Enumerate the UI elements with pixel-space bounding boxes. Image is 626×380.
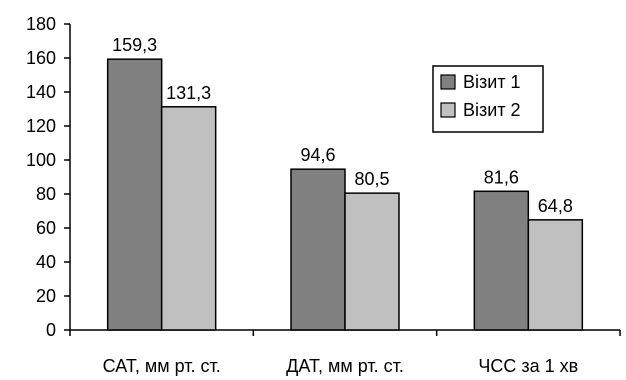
bars [106,58,584,331]
data-label: 159,3 [112,35,157,55]
y-tick-label: 40 [36,252,56,272]
x-category-label: ДАТ, мм рт. ст. [286,356,404,376]
y-tick-label: 60 [36,218,56,238]
legend-swatch [440,102,456,118]
y-tick-label: 180 [26,14,56,34]
legend-swatch [440,74,456,90]
legend-label: Візит 1 [463,72,521,92]
bar [290,168,346,331]
y-tick-label: 80 [36,184,56,204]
bar [344,192,400,331]
data-label: 81,6 [484,167,519,187]
x-category-label: САТ, мм рт. ст. [103,356,221,376]
data-label: 80,5 [354,169,389,189]
y-axis: 0 20 40 60 80 100 120 140 160 180 [26,14,71,340]
bar [106,58,163,331]
y-tick-label: 120 [26,116,56,136]
legend: Візит 1 Візит 2 [432,65,544,133]
y-tick-label: 140 [26,82,56,102]
bar [160,106,217,331]
x-category-label: ЧСС за 1 хв [478,356,578,376]
y-tick-label: 160 [26,48,56,68]
y-tick-label: 100 [26,150,56,170]
legend-label: Візит 2 [463,100,521,120]
data-label: 94,6 [300,145,335,165]
data-label: 131,3 [166,83,211,103]
data-label: 64,8 [538,196,573,216]
y-tick-label: 20 [36,286,56,306]
data-labels: 159,3 131,3 94,6 80,5 81,6 64,8 [112,35,573,216]
y-tick-label: 0 [46,320,56,340]
bar [527,219,584,331]
bar [473,190,530,331]
x-axis: САТ, мм рт. ст. ДАТ, мм рт. ст. ЧСС за 1 х… [69,329,621,376]
